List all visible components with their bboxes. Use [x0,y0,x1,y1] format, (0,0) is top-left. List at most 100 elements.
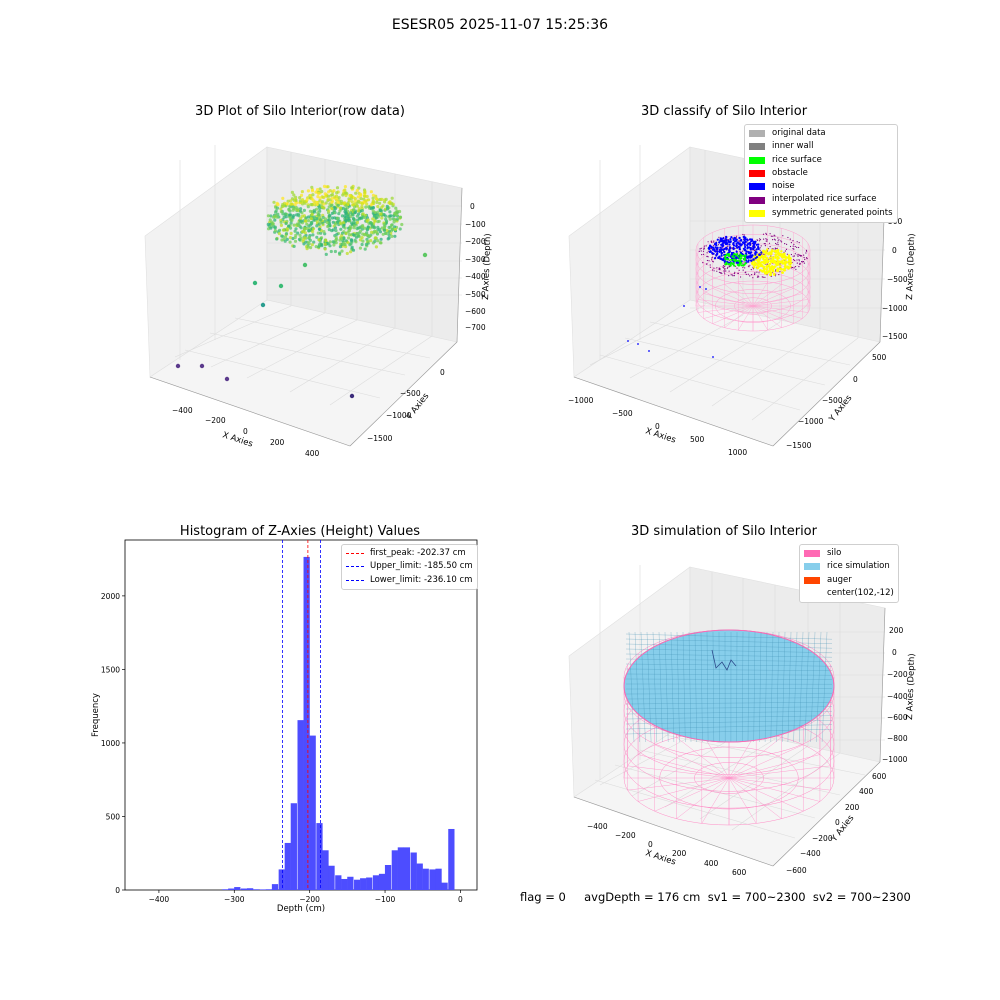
interpolated-point [705,245,707,247]
legend-swatch [749,209,765,217]
panel1-axes [144,145,463,447]
hist-bar [448,828,455,890]
scatter-point [272,200,276,204]
scatter-point [330,211,334,215]
rice-mesh-line [625,653,833,658]
symmetric-point [771,268,775,271]
symmetric-point [764,259,767,262]
rice-surface-point [725,258,728,261]
scatter-point [355,214,359,218]
scatter-point [361,232,365,236]
interpolated-point [702,250,705,252]
symmetric-point [784,258,787,261]
symmetric-point [761,265,765,268]
scatter-point [316,213,320,217]
hist-bar [303,556,310,890]
noise-point [728,243,731,246]
interpolated-point [769,233,771,235]
symmetric-point [785,266,788,269]
rice-mesh-line [625,720,833,725]
interpolated-point [796,254,798,256]
symmetric-point [771,260,774,263]
rice-mesh-line [804,631,810,743]
scatter-point [347,217,351,221]
silo-floor-spoke [724,305,754,328]
interpolated-point [780,240,782,242]
legend-label: auger [827,574,852,585]
hist-bar [246,888,254,890]
scatter-point [316,195,320,199]
scatter-point [315,235,319,239]
scatter-point [296,207,300,211]
interpolated-point [742,250,744,252]
scatter-point [343,185,347,189]
scatter-point [305,222,309,226]
scatter-point [306,245,310,249]
scatter-point [337,196,341,200]
scatter-point [332,243,336,247]
scatter-point [354,191,358,195]
interpolated-point [787,236,789,239]
interpolated-point [764,276,766,278]
symmetric-point [768,267,771,270]
silo-floor-spoke [752,281,768,307]
silo-floor-spoke [728,777,782,819]
interpolated-point [712,260,714,262]
noise-point [738,242,741,245]
scatter-point [344,219,348,223]
hist-bar [384,865,392,890]
hist-bar [228,888,235,890]
symmetric-point [756,260,760,263]
interpolated-point [731,247,733,249]
scatter-point [385,228,389,233]
scatter-point [336,203,340,207]
scatter-point [314,190,318,194]
scatter-point [331,220,335,224]
legend-label: noise [772,181,795,192]
silo-floor-spoke [728,777,820,802]
legend-label: rice simulation [827,561,890,572]
scatter-point [373,219,377,223]
interpolated-point [723,270,725,272]
scatter-point [279,223,283,227]
scatter-point [302,208,306,212]
scatter-point [379,212,383,216]
scatter-point [320,244,324,248]
scatter-point [311,229,315,234]
p4-ztick: −800 [887,734,908,743]
symmetric-point [777,261,780,264]
legend-swatch [749,156,765,164]
panel3-title: Histogram of Z-Axies (Height) Values [179,524,421,539]
interpolated-point [724,265,726,268]
scatter-point [309,203,313,207]
hist-bar [360,878,367,890]
interpolated-point [776,243,778,245]
rice-surface-point [727,254,731,257]
scatter-point [384,231,388,236]
scatter-point [342,220,346,225]
interpolated-point [700,247,702,249]
scatter-point [387,233,391,237]
scatter-point [348,243,352,247]
hist-bar [328,865,335,890]
p4-ytick: 200 [845,803,860,812]
interpolated-point [707,256,709,258]
scatter-point [297,214,301,218]
interpolated-point [762,233,765,235]
interpolated-point [726,267,729,269]
interpolated-point [719,272,722,274]
scatter-point [360,202,364,206]
scatter-point [330,206,334,210]
interpolated-point [792,255,794,257]
p4-ztick: −1000 [882,755,908,764]
scatter-point [379,237,383,241]
interpolated-point [796,262,798,264]
p4-xtick: −200 [615,831,636,840]
hist-bar [335,875,342,890]
interpolated-point [706,259,709,262]
scatter-point [330,196,334,200]
scatter-point [320,205,325,209]
scatter-point [294,227,298,231]
scatter-point [324,201,328,205]
hist-bar [234,887,241,890]
